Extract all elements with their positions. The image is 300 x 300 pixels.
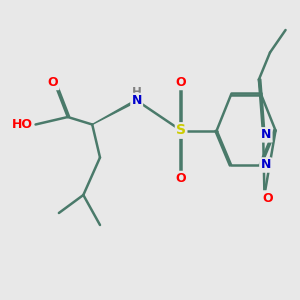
Text: O: O [48,76,58,89]
Text: N: N [261,128,272,141]
Text: HO: HO [12,118,33,131]
Text: O: O [176,76,186,89]
Text: S: S [176,124,186,137]
Text: H: H [132,86,142,100]
Text: N: N [131,94,142,107]
Text: O: O [262,191,273,205]
Polygon shape [92,100,137,124]
Text: O: O [176,172,186,185]
Text: N: N [260,158,271,172]
